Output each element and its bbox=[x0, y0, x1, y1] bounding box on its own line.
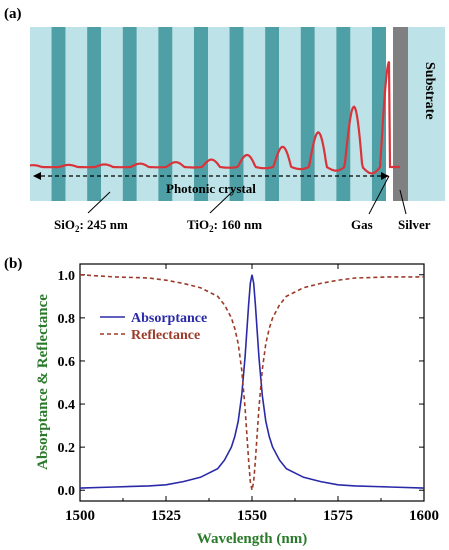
y-tick-label: 0.2 bbox=[58, 441, 76, 456]
silver-label: Silver bbox=[398, 217, 431, 232]
axis-ticks: 1500 1525 1550 1575 1600 0.0 0.2 0.4 0.6 0.8 1.0 bbox=[58, 264, 439, 524]
y-axis-label: Absorptance & Reflectance bbox=[35, 294, 51, 470]
tio2-pointer bbox=[209, 191, 233, 214]
chart-legend: Absorptance Reflectance bbox=[100, 311, 207, 343]
arrowhead-left bbox=[33, 172, 41, 180]
x-axis-label: Wavelength (nm) bbox=[197, 531, 307, 547]
y-tick-label: 0.0 bbox=[58, 484, 76, 499]
series-line-reflectance bbox=[79, 274, 424, 491]
sio2-layer bbox=[65, 27, 88, 201]
substrate-label: Substrate bbox=[422, 62, 437, 120]
tio2-layer bbox=[265, 27, 280, 201]
y-tick-label: 0.8 bbox=[58, 312, 76, 327]
silver-layer bbox=[393, 27, 408, 201]
sio2-layer bbox=[350, 27, 372, 201]
x-tick-label: 1550 bbox=[237, 508, 267, 524]
tio2-layer bbox=[229, 27, 244, 201]
silver-pointer bbox=[399, 189, 407, 215]
x-tick-label: 1575 bbox=[323, 508, 353, 524]
legend-label-absorptance: Absorptance bbox=[131, 311, 207, 326]
tio2-label: TiO2: 160 nm bbox=[187, 217, 262, 234]
series-line-absorptance bbox=[79, 274, 425, 489]
photonic-crystal-layers bbox=[30, 27, 386, 201]
y-tick-label: 1.0 bbox=[58, 269, 76, 284]
y-tick-label: 0.6 bbox=[58, 355, 76, 370]
tio2-layer bbox=[336, 27, 351, 201]
panel-b-label: (b) bbox=[4, 256, 22, 272]
sio2-layer bbox=[30, 27, 52, 201]
sio2-pointer bbox=[87, 191, 111, 214]
sio2-layer bbox=[279, 27, 301, 201]
sio2-layer bbox=[136, 27, 159, 201]
tio2-layer bbox=[371, 27, 386, 201]
panel-a-label: (a) bbox=[4, 6, 22, 22]
legend-label-reflectance: Reflectance bbox=[131, 328, 200, 343]
electric-field-profile bbox=[29, 61, 400, 175]
tio2-layer bbox=[158, 27, 173, 201]
panel-b-chart: (b) 1500 1525 1550 1575 16000.00.20.40.60.81… bbox=[4, 256, 439, 547]
tio2-layer bbox=[300, 27, 315, 201]
x-tick-label: 1500 bbox=[65, 508, 95, 524]
sio2-layer bbox=[172, 27, 194, 201]
panel-a-structure: (a) Substrate Photonic crystal SiO2: 245… bbox=[4, 6, 445, 234]
tio2-layer bbox=[193, 27, 208, 201]
sio2-label: SiO2: 245 nm bbox=[54, 217, 128, 234]
sio2-layer bbox=[101, 27, 123, 201]
x-tick-label: 1525 bbox=[151, 508, 181, 524]
tio2-layer bbox=[122, 27, 137, 201]
gas-label: Gas bbox=[351, 217, 373, 232]
sio2-layer bbox=[243, 27, 266, 201]
chart-series bbox=[79, 274, 425, 491]
plot-frame bbox=[79, 263, 425, 502]
photonic-crystal-label: Photonic crystal bbox=[166, 181, 256, 196]
gas-pointer bbox=[368, 175, 390, 215]
sio2-layer bbox=[208, 27, 230, 201]
sio2-layer bbox=[314, 27, 337, 201]
x-tick-label: 1600 bbox=[409, 508, 439, 524]
y-tick-label: 0.4 bbox=[58, 398, 76, 413]
arrowhead-right bbox=[381, 172, 389, 180]
tio2-layer bbox=[87, 27, 102, 201]
tio2-layer bbox=[51, 27, 66, 201]
substrate-layer bbox=[408, 27, 445, 201]
